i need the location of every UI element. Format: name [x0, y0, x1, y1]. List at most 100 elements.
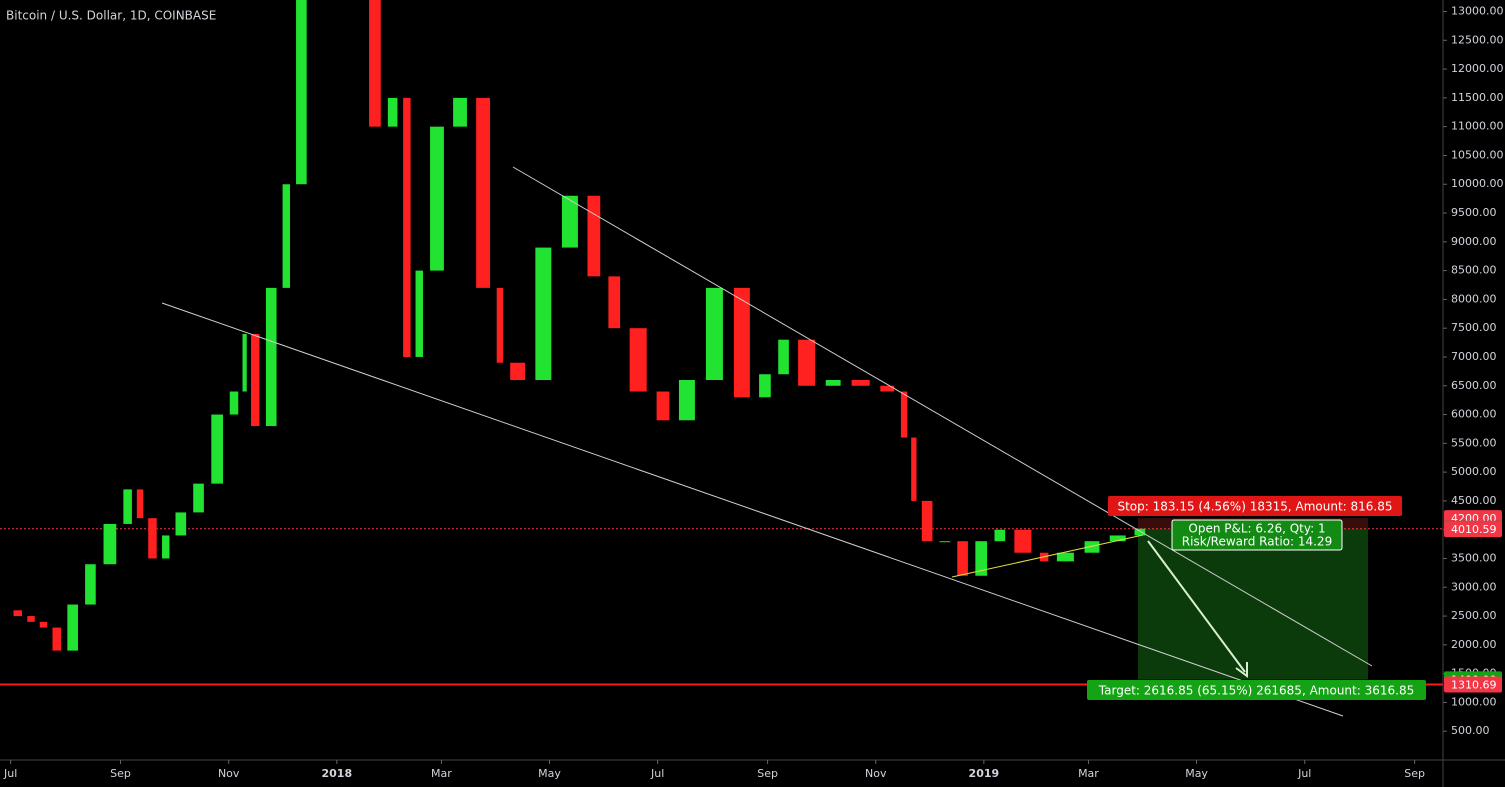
x-tick-label: Mar: [1078, 767, 1099, 780]
candle: [994, 529, 1006, 542]
stop-label-box: [1108, 496, 1402, 516]
x-tick-label: Sep: [757, 767, 778, 780]
rr-label: Risk/Reward Ratio: 14.29: [1182, 535, 1332, 549]
candle: [733, 287, 750, 398]
y-tick-label: 10000.00: [1451, 177, 1504, 190]
x-tick-label: Sep: [110, 767, 131, 780]
candle: [851, 380, 870, 386]
candle: [880, 385, 895, 392]
candle: [759, 374, 771, 398]
y-tick-label: 13000.00: [1451, 5, 1504, 18]
target-label-box: [1087, 680, 1426, 700]
candle: [175, 512, 187, 536]
candle: [1109, 535, 1126, 542]
price-label-box: [1444, 676, 1502, 693]
chart-title: Bitcoin / U.S. Dollar, 1D, COINBASE: [6, 9, 216, 23]
y-tick-label: 12500.00: [1451, 33, 1504, 46]
candle: [921, 500, 933, 542]
candle: [798, 339, 816, 386]
x-tick-label: Jul: [3, 767, 17, 780]
x-tick-label: Jul: [1297, 767, 1311, 780]
candle: [705, 287, 723, 380]
candle: [148, 518, 157, 559]
y-tick-label: 2000.00: [1451, 638, 1497, 651]
candle: [415, 270, 423, 357]
candle: [430, 126, 444, 271]
candle: [251, 333, 260, 427]
stop-label: Stop: 183.15 (4.56%) 18315, Amount: 816.…: [1117, 500, 1392, 514]
candle: [193, 483, 204, 513]
candle: [939, 541, 951, 543]
x-tick-label: 2018: [322, 767, 353, 780]
price-label-box: [1444, 521, 1502, 538]
candle: [211, 414, 224, 484]
candle: [778, 339, 789, 375]
candle: [975, 541, 988, 576]
x-tick-label: Sep: [1404, 767, 1425, 780]
y-tick-label: 11500.00: [1451, 91, 1504, 104]
candle: [510, 362, 526, 380]
price-label: 1310.69: [1451, 679, 1497, 692]
arrow: [1147, 540, 1246, 673]
y-tick-label: 3500.00: [1451, 551, 1497, 564]
trend-line: [512, 166, 1373, 667]
y-tick-label: 3000.00: [1451, 580, 1497, 593]
candle: [123, 489, 132, 524]
y-tick-label: 8000.00: [1451, 292, 1497, 305]
candle: [136, 489, 144, 519]
trend-line: [951, 534, 1144, 578]
pnl-label: Open P&L: 6.26, Qty: 1: [1188, 522, 1325, 536]
x-tick-label: 2019: [969, 767, 1000, 780]
drawings: [161, 166, 1373, 717]
candle: [67, 604, 78, 651]
y-tick-label: 6500.00: [1451, 379, 1497, 392]
plot-area: [0, 0, 1443, 686]
candle: [496, 287, 504, 363]
x-tick-label: Mar: [431, 767, 452, 780]
y-tick-label: 5000.00: [1451, 465, 1497, 478]
candle: [162, 535, 170, 559]
x-tick-label: May: [538, 767, 561, 780]
candle: [52, 627, 61, 651]
candle: [911, 437, 917, 501]
price-label: 4010.59: [1451, 523, 1497, 536]
candle: [85, 564, 96, 605]
candle: [27, 616, 35, 622]
trend-line: [161, 302, 1344, 717]
y-tick-label: 5500.00: [1451, 436, 1497, 449]
candle: [39, 621, 48, 628]
candle: [296, 0, 307, 185]
y-tick-label: 6000.00: [1451, 408, 1497, 421]
x-tick-label: Jul: [650, 767, 664, 780]
candle: [957, 541, 968, 576]
candle: [629, 328, 647, 392]
candle: [587, 195, 601, 277]
candle: [103, 523, 117, 565]
target-label: Target: 2616.85 (65.15%) 261685, Amount:…: [1098, 684, 1414, 698]
x-tick-label: Nov: [865, 767, 887, 780]
candle: [453, 97, 467, 127]
candle: [678, 380, 695, 421]
y-tick-label: 8500.00: [1451, 264, 1497, 277]
candle: [608, 276, 621, 329]
y-tick-label: 4500.00: [1451, 494, 1497, 507]
y-tick-label: 9500.00: [1451, 206, 1497, 219]
candle: [265, 287, 277, 427]
candle: [387, 97, 398, 127]
candle: [900, 391, 908, 438]
y-tick-label: 11000.00: [1451, 120, 1504, 133]
y-tick-label: 500.00: [1451, 724, 1490, 737]
target-zone: [1138, 528, 1368, 680]
candle: [1056, 552, 1074, 562]
candle: [825, 380, 841, 386]
candle: [242, 333, 247, 392]
candle: [13, 610, 22, 617]
y-tick-label: 7500.00: [1451, 321, 1497, 334]
candle: [656, 391, 670, 421]
candle: [1084, 541, 1100, 553]
candle: [476, 97, 490, 288]
y-tick-label: 7000.00: [1451, 350, 1497, 363]
y-tick-label: 12000.00: [1451, 62, 1504, 75]
